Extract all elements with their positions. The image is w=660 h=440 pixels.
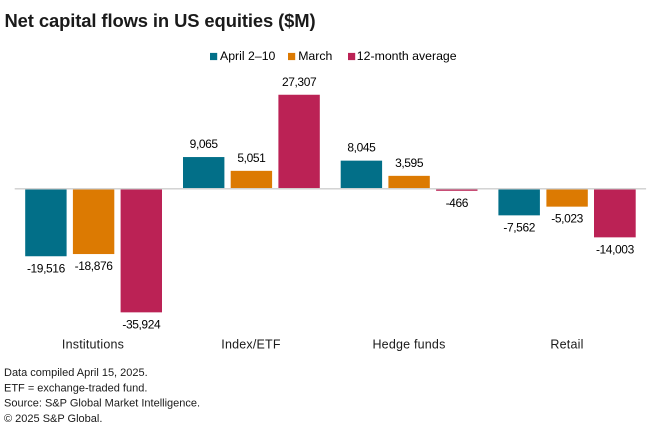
svg-text:8,045: 8,045 [347, 141, 376, 155]
svg-text:5,051: 5,051 [237, 151, 266, 165]
svg-text:Net capital flows in US equiti: Net capital flows in US equities ($M) [5, 10, 316, 31]
svg-text:-35,924: -35,924 [122, 317, 161, 331]
svg-text:-18,876: -18,876 [75, 259, 114, 273]
svg-text:© 2025 S&P Global.: © 2025 S&P Global. [4, 413, 102, 425]
svg-text:-7,562: -7,562 [503, 220, 535, 234]
svg-text:-5,023: -5,023 [551, 212, 583, 226]
svg-text:27,307: 27,307 [282, 75, 317, 89]
svg-text:Data compiled April 15, 2025.: Data compiled April 15, 2025. [4, 367, 148, 379]
svg-text:ETF = exchange-traded fund.: ETF = exchange-traded fund. [4, 382, 147, 394]
svg-text:12-month average: 12-month average [357, 49, 457, 63]
svg-text:Institutions: Institutions [62, 338, 124, 352]
svg-text:9,065: 9,065 [190, 137, 219, 151]
svg-text:Source: S&P Global Market Inte: Source: S&P Global Market Intelligence. [4, 398, 200, 410]
svg-text:-466: -466 [446, 196, 469, 210]
svg-text:3,595: 3,595 [395, 156, 424, 170]
svg-text:Hedge funds: Hedge funds [372, 338, 445, 352]
svg-text:Index/ETF: Index/ETF [221, 338, 281, 352]
svg-text:April 2–10: April 2–10 [220, 49, 276, 63]
svg-text:Retail: Retail [550, 338, 583, 352]
svg-text:March: March [298, 49, 332, 63]
svg-text:-14,003: -14,003 [596, 242, 635, 256]
svg-text:-19,516: -19,516 [27, 261, 66, 275]
